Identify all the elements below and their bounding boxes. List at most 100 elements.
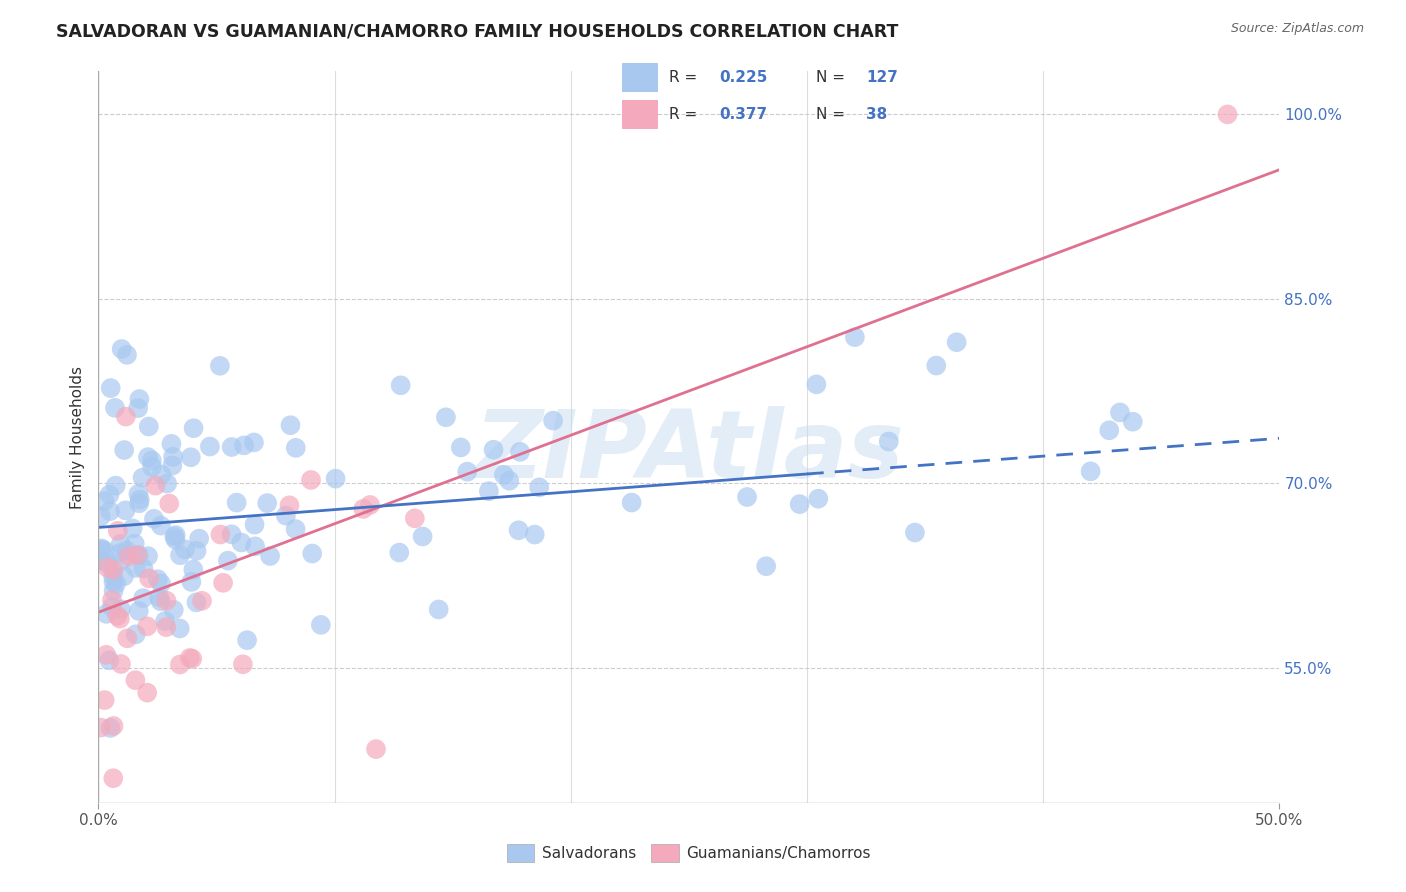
Point <box>1216 107 1239 121</box>
Text: ZIPAtlas: ZIPAtlas <box>474 406 904 498</box>
Point <box>110 657 132 671</box>
Point <box>128 549 150 563</box>
Point <box>142 512 165 526</box>
Point <box>93 693 115 707</box>
Point <box>274 508 297 523</box>
Point <box>945 335 967 350</box>
Point <box>111 342 134 356</box>
Point <box>131 470 153 484</box>
Point <box>108 612 131 626</box>
Point <box>127 487 149 501</box>
Point <box>301 547 323 561</box>
Y-axis label: Family Households: Family Households <box>70 366 86 508</box>
Point <box>181 651 204 665</box>
Point <box>169 548 191 562</box>
Point <box>450 441 472 455</box>
Point <box>105 576 128 591</box>
Point <box>183 563 205 577</box>
Point <box>191 594 214 608</box>
Point <box>243 435 266 450</box>
Point <box>256 496 278 510</box>
Point <box>96 560 118 574</box>
Point <box>278 498 301 512</box>
Point <box>212 575 235 590</box>
Point <box>169 657 191 672</box>
Point <box>388 545 411 559</box>
Point <box>115 348 138 362</box>
Point <box>124 673 146 688</box>
Point <box>236 633 259 648</box>
Point <box>132 562 155 576</box>
Text: N =: N = <box>815 70 849 85</box>
Point <box>136 450 159 464</box>
Point <box>136 686 159 700</box>
Bar <box>623 100 658 129</box>
Point <box>98 504 121 518</box>
Text: 38: 38 <box>866 107 887 122</box>
Point <box>125 627 148 641</box>
Point <box>98 487 121 501</box>
Point <box>309 618 332 632</box>
Point <box>404 511 426 525</box>
Point <box>259 549 281 563</box>
Point <box>103 719 125 733</box>
Point <box>149 594 172 608</box>
Point <box>186 544 208 558</box>
Point <box>508 523 530 537</box>
Point <box>807 491 830 506</box>
Point <box>146 572 169 586</box>
Point <box>100 721 122 735</box>
Point <box>412 529 434 543</box>
Point <box>284 441 307 455</box>
Point <box>117 549 139 564</box>
Text: Source: ZipAtlas.com: Source: ZipAtlas.com <box>1230 22 1364 36</box>
Bar <box>623 62 658 92</box>
Point <box>925 359 948 373</box>
Point <box>153 614 176 628</box>
Text: 0.225: 0.225 <box>720 70 768 85</box>
Point <box>492 467 515 482</box>
Point <box>96 648 118 662</box>
Point <box>117 632 139 646</box>
Point <box>136 549 159 563</box>
Point <box>104 401 127 415</box>
Point <box>115 543 138 558</box>
Point <box>115 409 138 424</box>
Point <box>112 569 135 583</box>
Point <box>103 771 125 785</box>
Point <box>364 742 387 756</box>
Point <box>103 583 125 598</box>
Point <box>110 554 132 568</box>
Point <box>209 527 232 541</box>
Point <box>145 478 167 492</box>
Point <box>434 410 457 425</box>
Point <box>509 445 531 459</box>
Point <box>233 438 256 452</box>
Point <box>127 401 149 416</box>
Point <box>162 458 184 473</box>
Point <box>108 546 131 560</box>
Point <box>1109 405 1132 419</box>
Point <box>101 593 124 607</box>
Point <box>529 480 551 494</box>
Point <box>877 434 900 449</box>
Point <box>107 524 129 538</box>
Point <box>735 490 758 504</box>
Point <box>138 571 160 585</box>
Point <box>124 561 146 575</box>
Point <box>755 559 778 574</box>
Point <box>100 381 122 395</box>
Point <box>806 377 828 392</box>
Point <box>155 620 177 634</box>
Point <box>132 591 155 606</box>
Point <box>103 575 125 590</box>
Point <box>188 532 211 546</box>
Point <box>155 593 177 607</box>
Point <box>221 440 243 454</box>
Point <box>352 501 374 516</box>
Text: 127: 127 <box>866 70 898 85</box>
Point <box>359 498 381 512</box>
Point <box>904 525 927 540</box>
Point <box>186 595 208 609</box>
Point <box>101 569 124 583</box>
